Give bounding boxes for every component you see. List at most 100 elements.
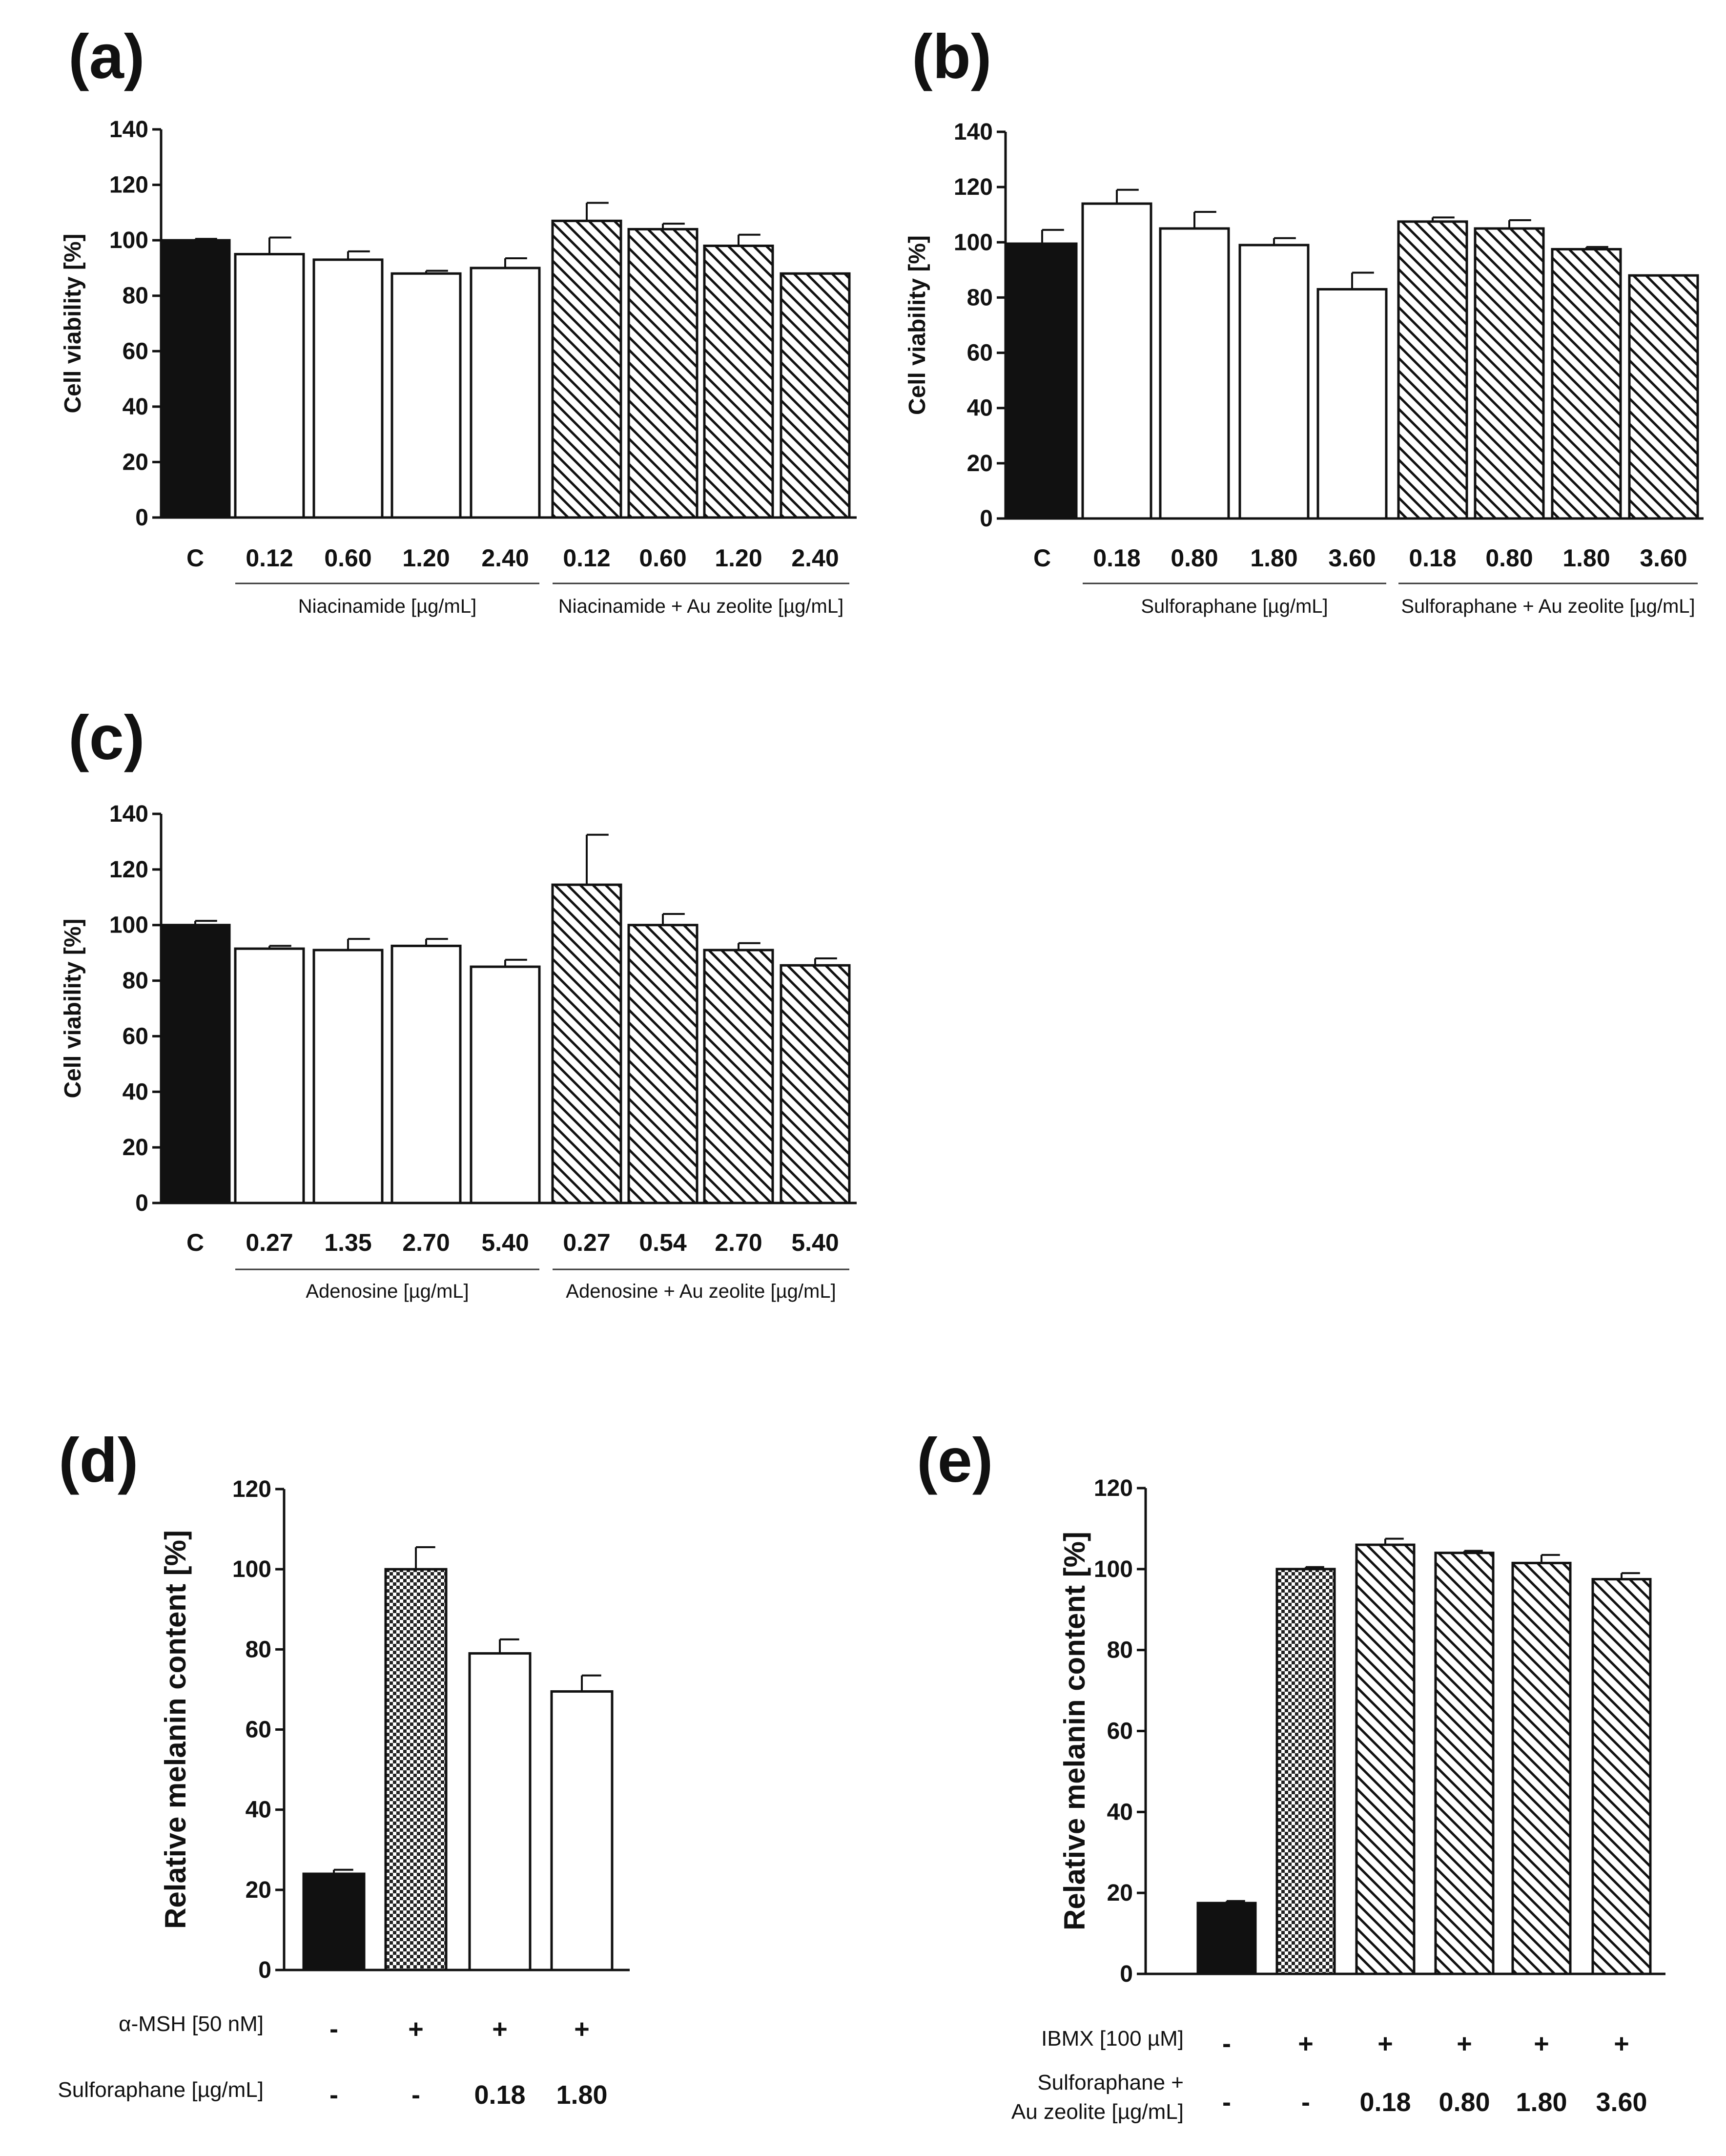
x-tick-label: 0.60 (639, 544, 686, 572)
y-tick-label: 140 (109, 117, 148, 143)
x-tick-label: 0.18 (1409, 544, 1456, 572)
bar (312, 258, 384, 519)
row-value: - (329, 2014, 338, 2044)
y-tick-label: 80 (123, 968, 148, 994)
y-tick-label: 80 (1107, 1638, 1133, 1663)
x-tick-label: C (1033, 544, 1051, 572)
row-value: + (574, 2014, 590, 2044)
chart-panel-3: (d) 0 20 40 60 80 100 120 Relative melanin conte… (58, 1426, 630, 2110)
bar (470, 965, 541, 1204)
y-tick-label: 100 (232, 1556, 271, 1582)
bar (234, 253, 305, 519)
bar (1434, 1552, 1495, 1975)
x-tick-label: C (186, 544, 204, 572)
y-tick-label: 100 (109, 228, 148, 253)
y-tick-label: 60 (967, 340, 993, 366)
y-tick-label: 80 (246, 1637, 271, 1662)
x-tick-label: 0.12 (563, 544, 610, 572)
row-value: 3.60 (1596, 2088, 1647, 2117)
bar (627, 924, 699, 1204)
y-tick-label: 20 (123, 1135, 148, 1161)
y-axis-label: Cell viability [%] (60, 918, 86, 1098)
bar (234, 947, 305, 1204)
bar (627, 228, 699, 519)
bar (551, 883, 622, 1204)
bar (1397, 220, 1468, 520)
group-label: Sulforaphane + Au zeolite [µg/mL] (1401, 596, 1695, 617)
x-tick-label: 1.80 (1562, 544, 1610, 572)
y-tick-label: 100 (1094, 1556, 1133, 1582)
bar (1591, 1578, 1652, 1975)
panel-letter: (d) (59, 1426, 138, 1495)
bar (302, 1872, 366, 1971)
x-tick-label: 2.70 (402, 1229, 450, 1256)
row-value: - (1222, 2029, 1231, 2058)
x-tick-label: 0.27 (563, 1229, 610, 1256)
group-label: Sulforaphane [µg/mL] (1141, 596, 1328, 617)
y-tick-label: 60 (1107, 1719, 1133, 1744)
chart-panel-4: (e) 0 20 40 60 80 100 120 Relative melanin conte… (917, 1426, 1665, 2124)
x-tick-label: 1.35 (324, 1229, 371, 1256)
row-value: 0.18 (474, 2080, 525, 2110)
y-tick-label: 80 (967, 285, 993, 311)
y-axis-label: Cell viability [%] (60, 233, 86, 413)
bar (780, 964, 851, 1204)
row-label-line: α-MSH [50 nM] (119, 2012, 264, 2036)
bar (1007, 242, 1078, 520)
y-tick-label: 40 (1107, 1799, 1133, 1825)
row-value: 0.80 (1438, 2088, 1490, 2117)
x-tick-label: 0.54 (639, 1229, 687, 1256)
row-value: - (329, 2080, 338, 2110)
bar (312, 949, 384, 1204)
x-tick-label: 5.40 (791, 1229, 839, 1256)
y-tick-label: 0 (1120, 1961, 1133, 1987)
panel-letter: (c) (68, 703, 144, 773)
y-tick-label: 120 (232, 1476, 271, 1502)
y-tick-label: 0 (980, 506, 993, 532)
bar (780, 272, 851, 519)
y-tick-label: 100 (954, 229, 993, 255)
y-axis-label: Relative melanin content [%] (159, 1530, 192, 1929)
y-axis-label: Relative melanin content [%] (1058, 1532, 1091, 1930)
row-label: Sulforaphane + Au zeolite [µg/mL] (1011, 2071, 1184, 2124)
x-tick-label: 0.80 (1171, 544, 1218, 572)
x-tick-label: 0.60 (324, 544, 371, 572)
bar (470, 267, 541, 519)
bar (160, 239, 231, 519)
y-tick-label: 60 (123, 338, 148, 364)
row-value: 1.80 (556, 2080, 607, 2110)
y-tick-label: 20 (1107, 1880, 1133, 1906)
y-tick-label: 0 (135, 505, 148, 531)
y-tick-label: 40 (246, 1797, 271, 1823)
y-axis-label: Cell viability [%] (904, 235, 930, 415)
row-value: 0.18 (1359, 2088, 1411, 2117)
row-label: IBMX [100 µM] (1041, 2027, 1184, 2051)
y-tick-label: 40 (123, 394, 148, 420)
y-tick-label: 20 (123, 449, 148, 475)
y-tick-label: 20 (967, 451, 993, 477)
y-tick-label: 100 (109, 912, 148, 938)
x-tick-label: 3.60 (1328, 544, 1376, 572)
row-label-line: Sulforaphane [µg/mL] (58, 2078, 264, 2102)
bar (1081, 202, 1152, 520)
row-value: + (408, 2014, 424, 2044)
x-tick-label: 5.40 (481, 1229, 529, 1256)
bar (1159, 227, 1230, 520)
bar (1316, 288, 1388, 520)
y-tick-label: 140 (954, 119, 993, 145)
y-tick-label: 0 (258, 1957, 271, 1983)
bar (1628, 274, 1699, 520)
chart-panel-2: (c) 0 20 40 60 80 100 120 140 Cell viability [%] C… (60, 703, 857, 1302)
row-value: - (1301, 2088, 1310, 2117)
bar (703, 245, 774, 519)
row-label-line: Au zeolite [µg/mL] (1011, 2100, 1184, 2124)
panel-letter: (a) (68, 22, 144, 92)
bar (550, 1690, 614, 1971)
x-tick-label: 2.40 (791, 544, 839, 572)
x-tick-label: 2.70 (715, 1229, 762, 1256)
bar (1551, 248, 1622, 520)
bar (384, 1568, 448, 1971)
bar (1474, 227, 1545, 520)
bar (551, 219, 622, 519)
row-label-line: IBMX [100 µM] (1041, 2027, 1184, 2051)
